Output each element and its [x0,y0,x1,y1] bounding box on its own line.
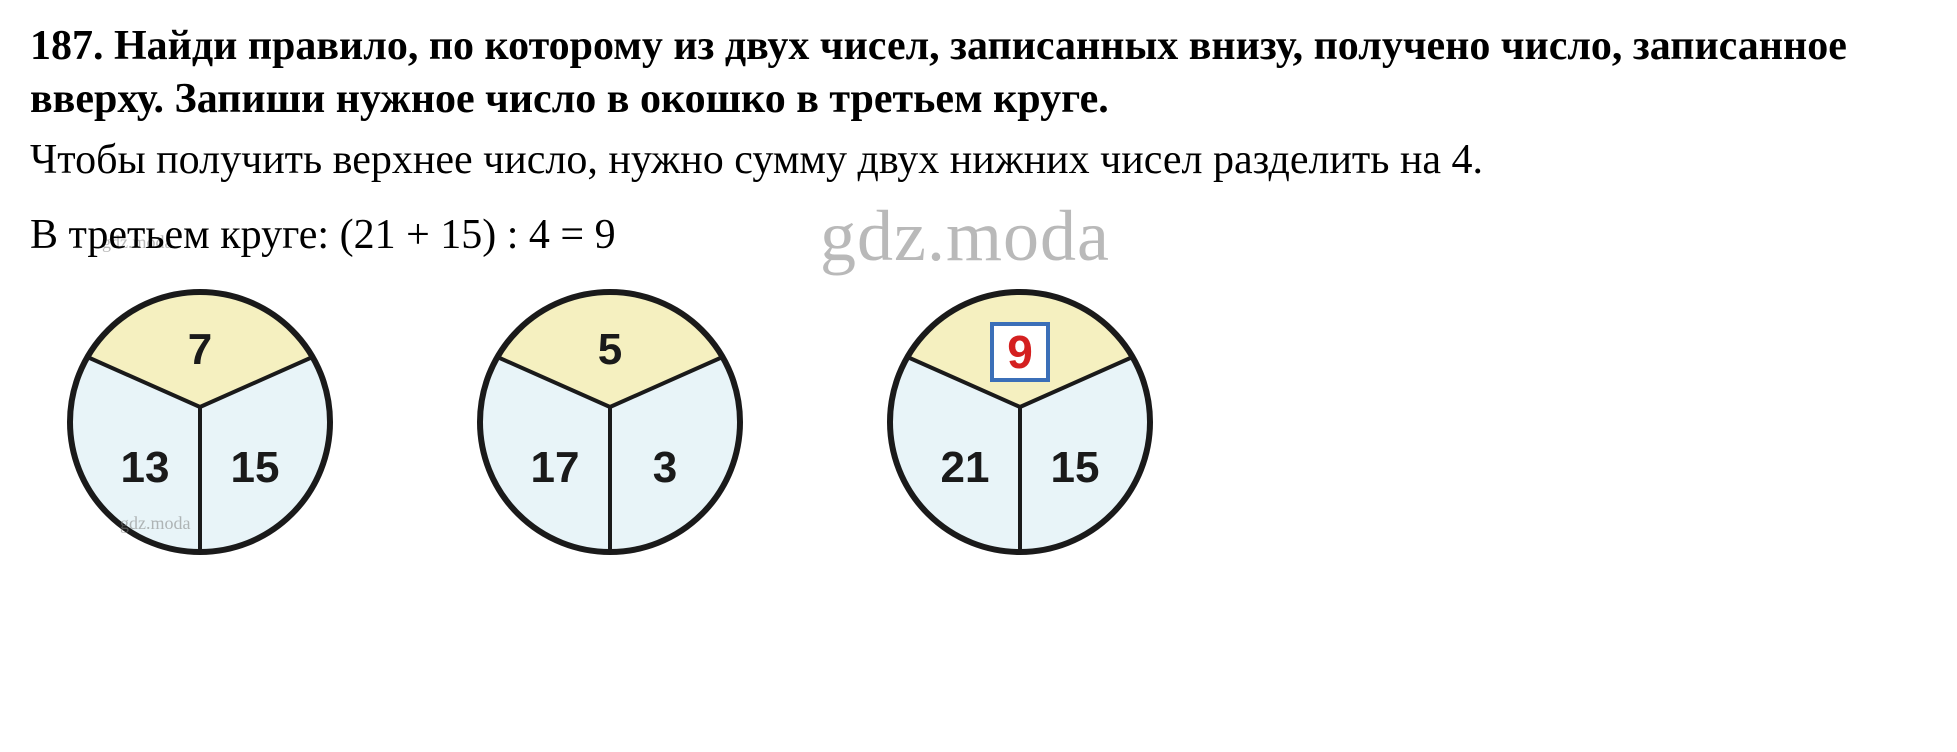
problem-title: 187. Найди правило, по которому из двух … [30,20,1927,125]
circle-1: 7 13 15 [60,282,340,562]
circle-2: 5 17 3 [470,282,750,562]
circle-bottom-left-number: 13 [121,443,170,492]
content-wrapper: 187. Найди правило, по которому из двух … [30,20,1927,562]
circle-top-number: 5 [598,325,622,374]
problem-number: 187. [30,23,104,69]
circle-svg: 7 13 15 [60,282,340,562]
equation-line: В третьем круге: (21 + 15) : 4 = 9 [30,208,1927,263]
circle-svg: 9 21 15 [880,282,1160,562]
equation-value: (21 + 15) : 4 = 9 [340,212,616,258]
circle-bottom-right-number: 15 [1051,443,1100,492]
circle-bottom-right-number: 3 [653,443,677,492]
circle-svg: 5 17 3 [470,282,750,562]
equation-label: В третьем круге: [30,212,340,258]
circle-3: 9 21 15 [880,282,1160,562]
circle-top-number: 7 [188,325,212,374]
circle-top-number: 9 [1007,326,1033,378]
problem-text: Найди правило, по которому из двух чисел… [30,23,1847,122]
circles-container: 7 13 15 5 17 3 [30,282,1927,562]
circle-bottom-left-number: 21 [941,443,990,492]
circle-bottom-left-number: 17 [531,443,580,492]
solution-explanation: Чтобы получить верхнее число, нужно сумм… [30,133,1927,188]
circle-bottom-right-number: 15 [231,443,280,492]
